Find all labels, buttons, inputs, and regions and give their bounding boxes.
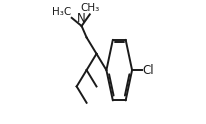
Text: Cl: Cl bbox=[142, 64, 153, 77]
Text: CH₃: CH₃ bbox=[80, 3, 99, 13]
Text: N: N bbox=[76, 12, 85, 25]
Text: H₃C: H₃C bbox=[52, 7, 71, 17]
